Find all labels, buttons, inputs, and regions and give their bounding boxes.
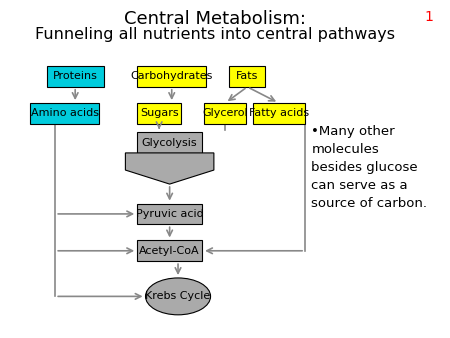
Text: Proteins: Proteins: [53, 71, 98, 81]
Text: Amino acids: Amino acids: [31, 108, 99, 118]
Text: Krebs Cycle: Krebs Cycle: [145, 291, 211, 301]
Text: Fats: Fats: [236, 71, 258, 81]
Text: Glycerol: Glycerol: [202, 108, 248, 118]
Ellipse shape: [145, 278, 211, 315]
Text: Sugars: Sugars: [140, 108, 179, 118]
FancyBboxPatch shape: [137, 103, 181, 124]
FancyBboxPatch shape: [137, 132, 202, 153]
FancyBboxPatch shape: [204, 103, 246, 124]
Text: Pyruvic acid: Pyruvic acid: [136, 209, 203, 219]
Text: 1: 1: [424, 10, 433, 24]
FancyBboxPatch shape: [47, 66, 104, 87]
Text: Acetyl-CoA: Acetyl-CoA: [140, 246, 200, 256]
Polygon shape: [126, 153, 214, 184]
FancyBboxPatch shape: [230, 66, 265, 87]
Text: •Many other
molecules
besides glucose
can serve as a
source of carbon.: •Many other molecules besides glucose ca…: [311, 125, 428, 211]
FancyBboxPatch shape: [30, 103, 99, 124]
FancyBboxPatch shape: [137, 240, 202, 261]
FancyBboxPatch shape: [137, 66, 207, 87]
FancyBboxPatch shape: [137, 203, 202, 224]
Text: Central Metabolism:: Central Metabolism:: [124, 10, 306, 28]
Text: Fatty acids: Fatty acids: [249, 108, 309, 118]
FancyBboxPatch shape: [252, 103, 305, 124]
Text: Funneling all nutrients into central pathways: Funneling all nutrients into central pat…: [35, 26, 395, 42]
Text: Carbohydrates: Carbohydrates: [130, 71, 213, 81]
Text: Glycolysis: Glycolysis: [142, 138, 198, 147]
